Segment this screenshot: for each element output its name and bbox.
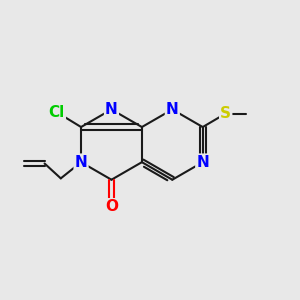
Text: S: S <box>220 106 231 121</box>
Text: O: O <box>105 199 118 214</box>
Text: N: N <box>75 155 87 170</box>
Text: Cl: Cl <box>49 105 65 120</box>
Text: N: N <box>196 155 209 170</box>
Text: N: N <box>166 102 179 117</box>
Text: N: N <box>105 102 118 117</box>
